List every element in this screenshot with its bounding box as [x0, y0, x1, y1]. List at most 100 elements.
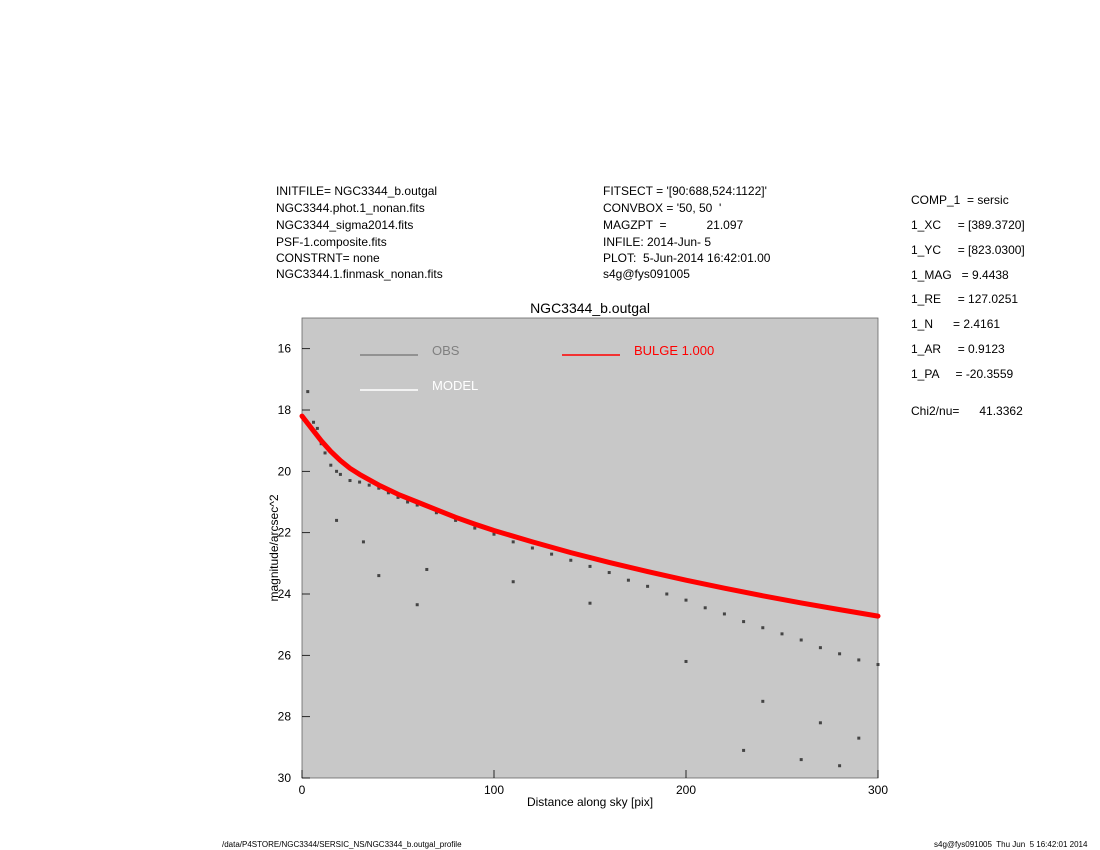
obs-point	[876, 663, 880, 667]
param-ar: 1_AR = 0.9123	[911, 342, 1005, 356]
obs-point	[415, 603, 419, 607]
obs-point	[703, 606, 707, 610]
param-comp: COMP_1 = sersic	[911, 193, 1009, 207]
obs-point	[415, 503, 419, 507]
y-tick-label: 20	[278, 464, 292, 478]
x-tick-label: 100	[484, 783, 504, 797]
obs-point	[646, 584, 650, 588]
obs-point	[406, 500, 410, 504]
obs-point	[722, 612, 726, 616]
x-tick-label: 300	[868, 783, 888, 797]
param-xc: 1_XC = [389.3720]	[911, 218, 1025, 232]
obs-point	[315, 426, 319, 430]
obs-point	[780, 632, 784, 636]
x-tick-label: 0	[299, 783, 306, 797]
obs-point	[857, 658, 861, 662]
obs-points-layer	[306, 390, 880, 768]
legend-label: MODEL	[432, 378, 478, 393]
y-tick-label: 22	[278, 526, 292, 540]
obs-point	[511, 580, 515, 584]
obs-point	[607, 571, 611, 575]
param-mag: 1_MAG = 9.4438	[911, 268, 1009, 282]
header-psf-file: PSF-1.composite.fits	[276, 235, 387, 249]
y-tick-label: 26	[278, 648, 292, 662]
legend-layer: OBS MODEL BULGE 1.000	[360, 343, 714, 393]
header-sigma-file: NGC3344_sigma2014.fits	[276, 218, 414, 232]
bulge-line	[299, 413, 881, 619]
obs-point	[818, 646, 822, 650]
header-mask-file: NGC3344.1.finmask_nonan.fits	[276, 267, 443, 281]
obs-point	[492, 532, 496, 536]
param-re: 1_RE = 127.0251	[911, 292, 1019, 306]
obs-point	[588, 564, 592, 568]
legend-label: BULGE 1.000	[634, 343, 714, 358]
header-user: s4g@fys091005	[603, 267, 690, 281]
y-tick-label: 16	[278, 342, 292, 356]
x-tick-label: 200	[676, 783, 696, 797]
obs-point	[306, 390, 310, 394]
param-yc: 1_YC = [823.0300]	[911, 243, 1025, 257]
obs-point	[425, 567, 429, 571]
obs-point	[335, 518, 339, 522]
header-constraint: CONSTRNT= none	[276, 251, 380, 265]
header-infile: INFILE: 2014-Jun- 5	[603, 235, 712, 249]
axes-layer: 0 100 200 300 16 18 20 22 24 26 28 30	[278, 342, 889, 797]
legend-label: OBS	[432, 343, 460, 358]
obs-point	[761, 699, 765, 703]
plot-panel	[301, 317, 879, 779]
obs-point	[358, 480, 362, 484]
obs-point	[367, 483, 371, 487]
obs-point	[530, 546, 534, 550]
obs-point	[838, 764, 842, 768]
obs-point	[511, 540, 515, 544]
obs-point	[684, 659, 688, 663]
obs-point	[742, 620, 746, 624]
obs-point	[312, 420, 316, 424]
param-n: 1_N = 2.4161	[911, 317, 1001, 331]
obs-point	[323, 451, 327, 455]
y-tick-label: 30	[278, 771, 292, 785]
obs-point	[361, 540, 365, 544]
y-tick-label: 18	[278, 403, 292, 417]
header-plot-date: PLOT: 5-Jun-2014 16:42:01.00	[603, 251, 771, 265]
obs-point	[473, 526, 477, 530]
bulge-model-layer	[299, 413, 881, 619]
obs-point	[454, 518, 458, 522]
header-initfile: INITFILE= NGC3344_b.outgal	[276, 184, 438, 198]
obs-point	[684, 598, 688, 602]
y-tick-label: 24	[278, 587, 292, 601]
y-tick-label: 28	[278, 710, 292, 724]
header-data-file: NGC3344.phot.1_nonan.fits	[276, 201, 425, 215]
obs-point	[377, 486, 381, 490]
param-pa: 1_PA = -20.3559	[911, 367, 1014, 381]
obs-point	[588, 601, 592, 605]
header-convbox: CONVBOX = '50, 50 '	[603, 201, 722, 215]
obs-point	[799, 638, 803, 642]
obs-point	[838, 652, 842, 656]
obs-point	[569, 558, 573, 562]
obs-point	[335, 469, 339, 473]
obs-point	[338, 472, 342, 476]
header-magzpt: MAGZPT = 21.097	[603, 218, 744, 232]
footer-timestamp: s4g@fys091005 Thu Jun 5 16:42:01 2014	[934, 840, 1088, 849]
footer-path: /data/P4STORE/NGC3344/SERSIC_NS/NGC3344_…	[222, 840, 462, 849]
obs-point	[550, 552, 554, 556]
obs-point	[434, 511, 438, 515]
header-fitsect: FITSECT = '[90:688,524:1122]'	[603, 184, 767, 198]
obs-point	[386, 491, 390, 495]
y-axis-title: magnitude/arcsec^2	[267, 494, 281, 601]
obs-point	[857, 736, 861, 740]
obs-point	[799, 758, 803, 762]
obs-point	[329, 463, 333, 467]
obs-point	[818, 721, 822, 725]
obs-point	[626, 578, 630, 582]
obs-point	[396, 495, 400, 499]
obs-point	[742, 748, 746, 752]
chart-title: NGC3344_b.outgal	[530, 300, 650, 316]
obs-point	[348, 479, 352, 483]
obs-point	[377, 574, 381, 578]
param-chi2: Chi2/nu= 41.3362	[911, 404, 1023, 418]
obs-point	[761, 626, 765, 630]
x-axis-title: Distance along sky [pix]	[527, 795, 653, 809]
